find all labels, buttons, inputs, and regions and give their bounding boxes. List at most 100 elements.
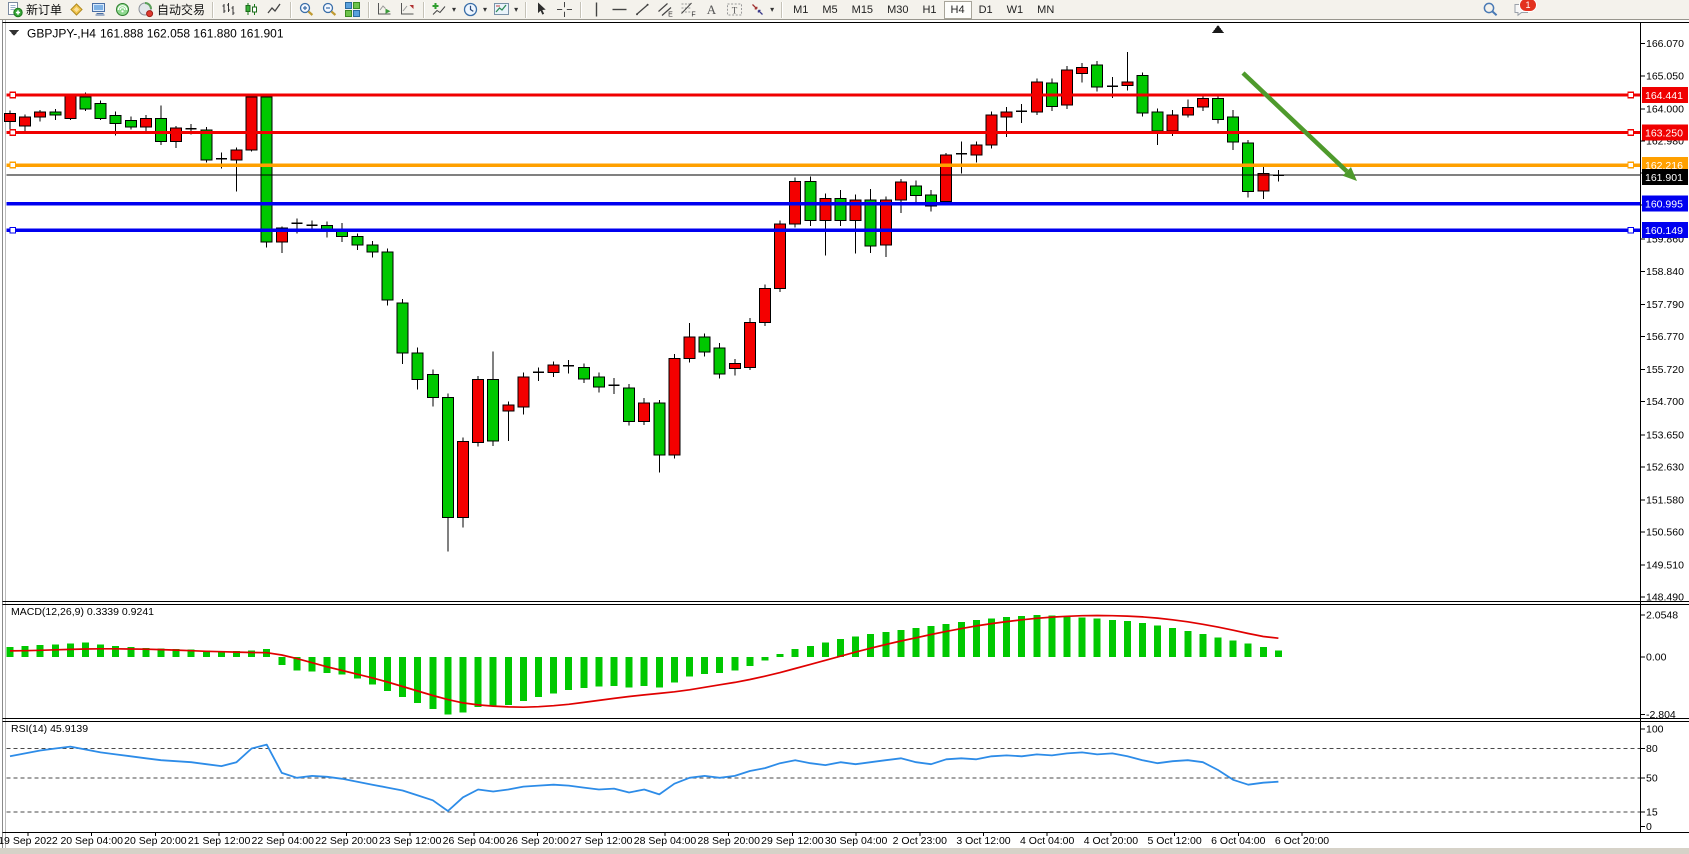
candle [396,299,409,364]
macd-histogram-bar [157,648,165,658]
macd-axis[interactable]: 2.0548 0.00 -2.804 [1640,609,1678,721]
candle [366,241,379,258]
search-button[interactable] [1479,1,1502,19]
horizontal-line-button[interactable] [608,1,631,19]
template-icon [493,1,510,18]
equidistant-channel-button[interactable]: E [654,1,677,19]
autotrading-button[interactable]: 自动交易 [134,1,208,19]
candle [713,343,726,379]
vertical-line-button[interactable] [585,1,608,19]
candle [260,94,273,248]
indicators-button[interactable]: ▾ [428,1,459,19]
line-handle[interactable] [9,226,17,234]
chart-shift-marker[interactable] [1212,25,1224,33]
candlestick-button[interactable] [240,1,263,19]
chevron-down-icon[interactable]: ▾ [452,5,457,14]
macd-histogram-bar [746,657,754,667]
auto-scroll-button[interactable] [373,1,396,19]
tf-m1-button[interactable]: M1 [786,1,815,19]
tf-m30-button[interactable]: M30 [880,1,915,19]
line-handle[interactable] [9,129,17,136]
candle [139,115,152,131]
macd-histogram-bar [535,657,542,697]
line-handle[interactable] [1627,161,1635,169]
fibonacci-button[interactable]: F [677,1,700,19]
macd-histogram-bar [670,657,678,683]
line-chart-button[interactable] [263,1,286,19]
time-axis-label: 20 Sep 04:00 [60,835,123,847]
candle [834,190,847,227]
line-handle[interactable] [9,161,17,169]
macd-histogram-bar [217,651,225,658]
macd-histogram-bar [837,638,844,658]
toolbar-separator [580,1,582,18]
terminal-button[interactable] [88,1,111,19]
templates-button[interactable]: ▾ [490,1,521,19]
time-axis[interactable]: 19 Sep 2022 20 Sep 04:00 20 Sep 20:00 21 Se… [0,832,1329,847]
candle [879,196,892,257]
tf-h1-button[interactable]: H1 [915,1,943,19]
time-axis-label: 28 Sep 04:00 [634,835,697,847]
candle [728,358,741,376]
macd-histogram-bar [1214,637,1222,658]
tile-windows-button[interactable] [341,1,364,19]
macd-histogram-bar [202,650,210,658]
periods-button[interactable]: ▾ [459,1,490,19]
zoom-out-button[interactable] [318,1,341,19]
tf-mn-button[interactable]: MN [1030,1,1061,19]
bar-chart-icon [220,1,237,18]
chat-button[interactable]: 1 [1510,0,1537,19]
zoom-in-button[interactable] [295,1,318,19]
line-handle[interactable] [9,91,17,99]
macd-histogram-bar [278,657,286,666]
toolbar-separator [212,1,214,18]
text-button[interactable]: A [700,1,723,19]
crosshair-button[interactable] [553,1,576,19]
signals-icon [114,1,131,18]
text-label-button[interactable]: T [723,1,746,19]
chevron-down-icon[interactable]: ▾ [514,5,519,14]
chart-shift-button[interactable] [396,1,419,19]
candle [1181,99,1194,118]
line-handle[interactable] [1627,91,1635,99]
macd-histogram-bar [1274,650,1282,658]
macd-histogram-bar [565,657,573,690]
new-order-button[interactable]: 新订单 [3,1,65,19]
signals-button[interactable] [111,1,134,19]
candle [1196,94,1209,111]
rsi-axis[interactable]: 100 80 50 15 0 [1640,724,1664,834]
candle [563,360,575,374]
macd-histogram-bar [459,657,467,713]
tf-w1-button[interactable]: W1 [1000,1,1031,19]
macd-histogram-bar [1154,625,1162,658]
candle [124,116,137,130]
vline-icon [588,1,605,18]
macd-histogram-bar [852,636,860,658]
arrows-button[interactable]: ▾ [746,1,777,19]
collapse-triangle-icon[interactable] [9,30,19,36]
tf-d1-button[interactable]: D1 [972,1,1000,19]
line-handle[interactable] [1627,129,1635,136]
candle [577,363,590,383]
tf-m5-button[interactable]: M5 [815,1,844,19]
metaeditor-button[interactable] [65,1,88,19]
rsi-axis-label: 50 [1646,772,1658,784]
macd-histogram-bar [1169,627,1177,658]
channel-icon: E [657,1,674,18]
trendline-button[interactable] [631,1,654,19]
time-axis-label: 26 Sep 04:00 [443,835,506,847]
line-handle[interactable] [1627,226,1635,234]
tf-m15-button[interactable]: M15 [845,1,880,19]
tf-h4-button[interactable]: H4 [943,0,972,19]
chart-canvas[interactable]: 166.070165.050164.000162.980161.960160.9… [0,20,1689,854]
macd-histogram-bar [1003,617,1011,658]
cursor-button[interactable] [530,1,553,19]
candle [910,180,922,204]
bar-chart-button[interactable] [217,1,240,19]
candle [4,110,16,131]
candle [533,367,544,382]
chevron-down-icon[interactable]: ▾ [770,5,775,14]
indicators-icon [431,1,448,18]
trend-arrow-annotation[interactable] [1241,71,1357,181]
chevron-down-icon[interactable]: ▾ [483,5,488,14]
